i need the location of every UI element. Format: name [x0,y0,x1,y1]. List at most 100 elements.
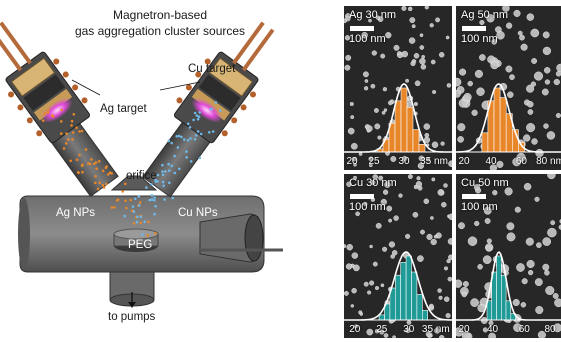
ag-particle [97,159,101,163]
nanoparticle [401,50,409,58]
ag-particle [78,130,81,133]
ag-particle [80,129,84,133]
ag-particle [115,199,119,202]
nanoparticle [388,218,393,223]
cu-particle [214,101,218,104]
ag-particle [101,169,105,173]
nanoparticle [441,201,447,208]
ag-particle [88,162,92,166]
nanoparticle [492,190,498,196]
nanoparticle [534,278,543,287]
nanoparticle [547,174,556,180]
nanoparticle [554,298,561,308]
cu-particle [167,162,170,166]
nanoparticle [485,245,492,252]
nanoparticle [367,290,372,295]
cu-particle [194,134,198,137]
nanoparticle [432,89,437,95]
x-tick-row: 20 40 60 80 nm [456,155,561,167]
nanoparticle [516,263,525,272]
orifice-label: orifice [126,170,157,182]
ag-particle [129,198,132,202]
histogram-bar [505,300,512,321]
cu-particle [153,196,156,199]
nanoparticle [368,163,373,168]
ag-particle [94,181,97,185]
nanoparticle [482,327,488,333]
nanoparticle [414,80,421,87]
nanoparticle [542,237,552,246]
x-tick-row: 20 25 30 35 nm [344,155,452,167]
cu-particle [197,115,201,118]
cu-particle [186,122,190,126]
nanoparticle [543,67,551,74]
nanoparticle [392,335,396,338]
cu-particle [196,130,200,133]
nanoparticle [420,229,425,235]
x-tick-label: 80 nm [536,156,561,167]
x-tick-row: 20 40 60 80 [456,323,561,335]
nanoparticle [530,28,540,38]
nanoparticle [382,246,388,252]
nanoparticle [437,288,442,293]
ag-particle [146,234,149,237]
nanoparticle [446,258,451,264]
nanoparticle [416,176,421,181]
nanoparticle [506,232,516,242]
sample-label: Ag 30 nm [349,9,397,21]
cu-particle [161,180,165,184]
histogram-bar [400,87,408,153]
nanoparticle [474,69,483,78]
nanoparticle [415,181,423,188]
cu-particle [195,114,199,117]
nanoparticle [382,189,389,195]
cu-particle [193,111,197,115]
ag-particle [125,206,128,210]
cu-particle [135,220,139,224]
cu-particle [154,204,157,208]
nanoparticle [429,23,434,28]
nanoparticle [509,74,515,80]
nanoparticle [536,242,542,248]
nanoparticle [486,14,495,23]
nanoparticle [374,123,381,130]
cu-particle [141,233,144,236]
ag-particle [65,132,68,135]
x-tick-label: 30 [398,156,410,167]
nanoparticle [363,201,368,207]
nanoparticle [531,58,538,64]
nanoparticle [363,86,369,91]
histogram-bar [394,274,401,321]
deposition-system-schematic [0,21,283,308]
nanoparticle [457,123,466,132]
ag-particle [69,159,72,163]
ag-particle [71,131,75,134]
ag-particle [65,142,68,145]
ag-particle [90,158,93,161]
nanoparticle [344,244,347,249]
nanoparticle [443,183,448,188]
cu-particle [189,137,192,140]
sem-panel-cu-30nm: Cu 30 nm 100 nm 20 25 30 35 nm [344,174,452,338]
nanoparticle [402,155,408,162]
nanoparticle [344,35,351,41]
nanoparticle [523,182,532,191]
ag-particle [138,201,142,204]
cu-nanoparticles [123,101,222,236]
nanoparticle [370,83,376,89]
nanoparticle [514,206,521,213]
histogram-bar [496,255,502,321]
nanoparticle [544,79,551,85]
nanoparticle [425,331,432,337]
ag-particle [108,171,112,174]
nanoparticle [462,281,469,287]
nanoparticle [353,264,360,272]
nanoparticle [423,136,431,144]
ag-particle [51,114,54,117]
nanoparticle [542,46,552,56]
x-tick-label: 35 nm [421,324,450,335]
nanoparticle [535,305,544,315]
nanoparticle [383,333,389,338]
nanoparticle [502,6,510,12]
ag-particle [132,222,136,225]
